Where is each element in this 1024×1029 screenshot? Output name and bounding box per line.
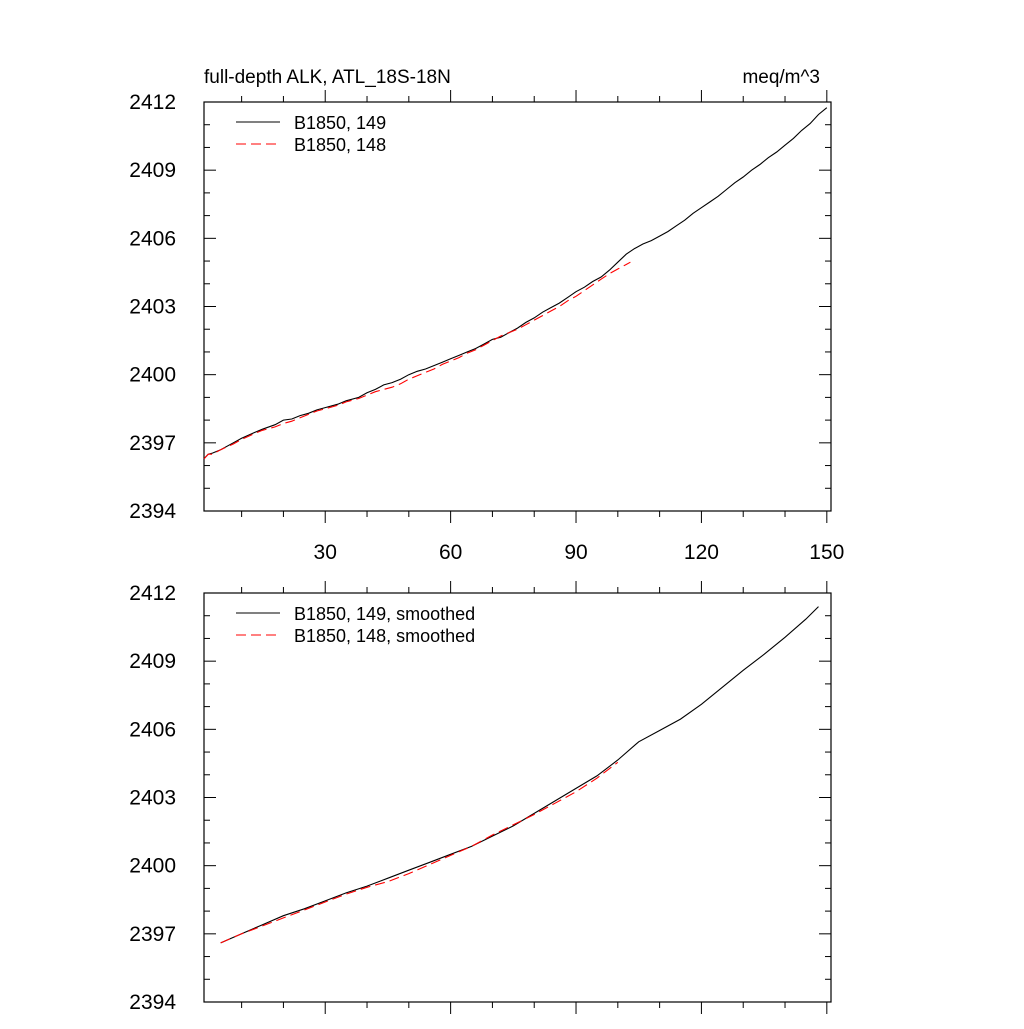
x-tick-label: 90 bbox=[564, 541, 587, 564]
y-tick-label: 2409 bbox=[129, 159, 176, 182]
y-tick-label: 2409 bbox=[129, 650, 176, 673]
series-line bbox=[203, 107, 828, 460]
x-tick-label: 30 bbox=[314, 541, 337, 564]
legend-label: B1850, 148, smoothed bbox=[294, 626, 475, 646]
x-tick-label: 120 bbox=[684, 541, 719, 564]
y-tick-label: 2403 bbox=[129, 296, 176, 319]
units-label: meq/m^3 bbox=[742, 67, 820, 88]
y-tick-label: 2403 bbox=[129, 787, 176, 810]
y-tick-label: 2400 bbox=[129, 364, 176, 387]
series-line bbox=[220, 606, 819, 944]
y-tick-label: 2406 bbox=[129, 718, 176, 741]
legend-label: B1850, 148 bbox=[294, 135, 386, 155]
legend-label: B1850, 149 bbox=[294, 113, 386, 133]
y-tick-label: 2397 bbox=[129, 432, 176, 455]
y-tick-label: 2412 bbox=[129, 91, 176, 114]
series-line bbox=[203, 261, 631, 460]
x-tick-label: 60 bbox=[439, 541, 462, 564]
legend-label: B1850, 149, smoothed bbox=[294, 604, 475, 624]
figure-title: full-depth ALK, ATL_18S-18N bbox=[204, 67, 451, 88]
y-tick-label: 2406 bbox=[129, 227, 176, 250]
y-tick-label: 2412 bbox=[129, 582, 176, 605]
x-tick-label: 150 bbox=[809, 541, 844, 564]
panel-bottom: 2394 2397 2400 2403 2406 2409 2412 B1850, 149, … bbox=[129, 581, 832, 1014]
panel-top: 2394 2397 2400 2403 2406 2409 2412 30 60 90 120 150… bbox=[129, 90, 844, 564]
series-line bbox=[220, 761, 619, 944]
y-tick-label: 2394 bbox=[129, 500, 176, 523]
plot-frame bbox=[203, 101, 832, 512]
y-tick-label: 2394 bbox=[129, 991, 176, 1014]
y-tick-label: 2400 bbox=[129, 855, 176, 878]
plot-frame bbox=[203, 592, 832, 1003]
y-tick-label: 2397 bbox=[129, 923, 176, 946]
